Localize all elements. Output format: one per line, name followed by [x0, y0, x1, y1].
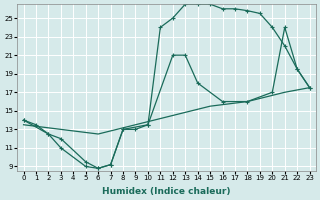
- X-axis label: Humidex (Indice chaleur): Humidex (Indice chaleur): [102, 187, 231, 196]
